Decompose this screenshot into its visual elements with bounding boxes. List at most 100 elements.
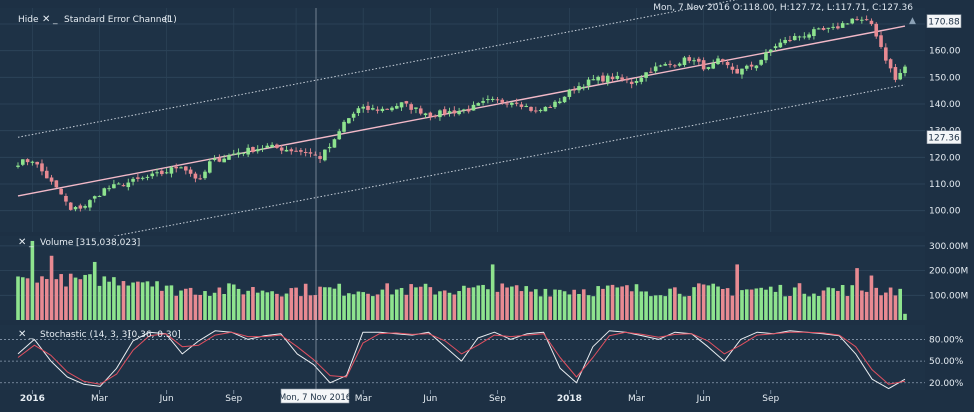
candle-body [246, 147, 250, 155]
volume-bar [423, 283, 428, 320]
volume-bar [663, 296, 668, 320]
x-tick-label: Jun [422, 394, 437, 404]
x-tick-label: 2016 [20, 394, 45, 404]
volume-close-icon[interactable]: ✕ [18, 237, 26, 248]
volume-bar [390, 294, 394, 320]
volume-bar [92, 261, 97, 320]
volume-bar [40, 276, 44, 320]
candle-body [471, 104, 476, 111]
candle-body [567, 89, 572, 97]
candle-body [625, 79, 629, 81]
candle-body [294, 150, 298, 152]
candle-body [16, 165, 20, 167]
volume-bar [836, 290, 840, 320]
candle [792, 33, 797, 41]
candle-body [768, 49, 773, 52]
candle-body [534, 110, 538, 112]
volume-bar [706, 285, 711, 320]
volume-bar [634, 284, 639, 320]
candle-body [107, 188, 111, 190]
candle [284, 146, 289, 152]
volume-tick-label: 200.00M [929, 267, 968, 277]
volume-bar [414, 287, 418, 320]
volume-bar [308, 295, 313, 320]
regression-line [17, 25, 906, 197]
candle [543, 106, 548, 112]
candle-body [342, 121, 346, 132]
volume-bar [658, 295, 663, 320]
candle [519, 101, 524, 110]
candle [749, 61, 754, 70]
candle [356, 106, 361, 117]
volume-bar [505, 287, 509, 320]
close-indicator-icon[interactable]: ✕ [42, 14, 50, 25]
candle-body [169, 167, 174, 174]
candle [721, 58, 725, 65]
candle [25, 158, 30, 166]
volume-bar [548, 296, 552, 320]
stoch-tick-label: 50.00% [929, 357, 964, 367]
candle [145, 174, 150, 181]
candle-body [615, 75, 620, 79]
crosshair-date-box [280, 388, 350, 404]
hide-button[interactable]: Hide [18, 15, 39, 25]
candle-body [524, 105, 529, 107]
volume-bar [725, 288, 730, 320]
stoch-close-icon[interactable]: ✕ [18, 329, 26, 340]
candle-body [279, 147, 284, 151]
collapse-icon[interactable]: _ [52, 15, 58, 25]
candle-body [879, 35, 883, 47]
candle [121, 183, 126, 187]
candle [840, 21, 845, 28]
candle-body [347, 118, 351, 124]
volume-bar [888, 287, 893, 320]
volume-bar [457, 291, 461, 320]
candle-body [486, 99, 490, 101]
candle-body [620, 77, 624, 80]
volume-tick-label: 100.00M [929, 291, 968, 301]
candle-body [313, 154, 318, 156]
candle [380, 106, 385, 113]
volume-bar [744, 289, 749, 320]
candle-body [687, 57, 692, 61]
candle-body [836, 26, 840, 29]
volume-bar [112, 277, 116, 320]
volume-bar [768, 286, 773, 320]
candle [44, 166, 49, 179]
candle-body [653, 66, 658, 72]
candle [639, 75, 644, 85]
candle [332, 138, 337, 148]
x-tick-label: Mar [628, 394, 645, 404]
candle [107, 185, 111, 192]
stoch-tick-label: 20.00% [929, 379, 964, 389]
candle [466, 105, 471, 114]
candle [198, 174, 202, 180]
candle-body [433, 115, 437, 117]
volume-bar [884, 292, 888, 320]
candle [836, 22, 840, 30]
volume-bar [83, 274, 87, 320]
candle [303, 148, 308, 157]
scroll-up-icon[interactable]: ▲ [909, 16, 916, 26]
volume-axis: 100.00M 200.00M 300.00M [929, 242, 968, 301]
candle-body [605, 75, 610, 83]
candle-body [394, 105, 399, 109]
volume-bar [164, 285, 169, 320]
volume-bar [284, 293, 289, 320]
candle [390, 106, 394, 112]
candle [529, 106, 533, 113]
volume-collapse-icon[interactable]: _ [28, 238, 34, 248]
candle-body [236, 152, 241, 155]
volume-bar [25, 278, 30, 320]
volume-bar [534, 289, 538, 320]
volume-bar [711, 283, 716, 320]
candle [682, 55, 687, 67]
candle [92, 195, 97, 203]
candle-body [721, 59, 725, 62]
candle-body [711, 63, 716, 69]
stoch-collapse-icon[interactable]: _ [28, 330, 34, 340]
candle-body [850, 18, 855, 24]
candle-body [845, 23, 850, 25]
candle [476, 102, 481, 106]
candle-body [188, 169, 193, 174]
